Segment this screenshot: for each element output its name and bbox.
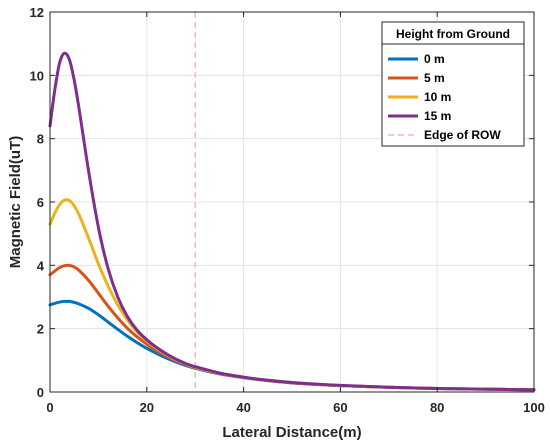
y-tick-label: 6 (37, 195, 44, 210)
legend-box (381, 21, 525, 147)
x-tick-label: 20 (140, 400, 154, 415)
legend-label: 15 m (424, 109, 451, 123)
series-lines (48, 51, 536, 392)
x-axis-ticks: 0 20 40 60 80 100 (46, 12, 545, 415)
x-tick-label: 80 (430, 400, 444, 415)
x-tick-label: 60 (333, 400, 347, 415)
y-tick-label: 2 (37, 322, 44, 337)
x-tick-label: 100 (523, 400, 545, 415)
y-tick-label: 8 (37, 132, 44, 147)
y-tick-label: 0 (37, 385, 44, 400)
x-tick-label: 0 (46, 400, 53, 415)
legend-title: Height from Ground (396, 27, 510, 41)
y-tick-label: 12 (30, 5, 44, 20)
y-axis-label: Magnetic Field(uT) (7, 136, 24, 269)
legend-items: 0 m 5 m 10 m 15 m Edge of ROW (388, 52, 501, 142)
legend-label: 5 m (424, 71, 445, 85)
legend-label: 0 m (424, 52, 445, 66)
y-tick-label: 10 (30, 68, 44, 83)
y-tick-label: 4 (37, 258, 45, 273)
legend-label: Edge of ROW (424, 128, 501, 142)
legend: Height from Ground 0 m 5 m 10 m 15 m Edge of… (381, 21, 525, 147)
series-line-15m (48, 51, 536, 392)
x-axis-label: Lateral Distance(m) (222, 424, 361, 441)
y-axis-ticks: 0 2 4 6 8 10 12 (30, 5, 534, 400)
x-tick-label: 40 (236, 400, 250, 415)
legend-label: 10 m (424, 90, 451, 104)
